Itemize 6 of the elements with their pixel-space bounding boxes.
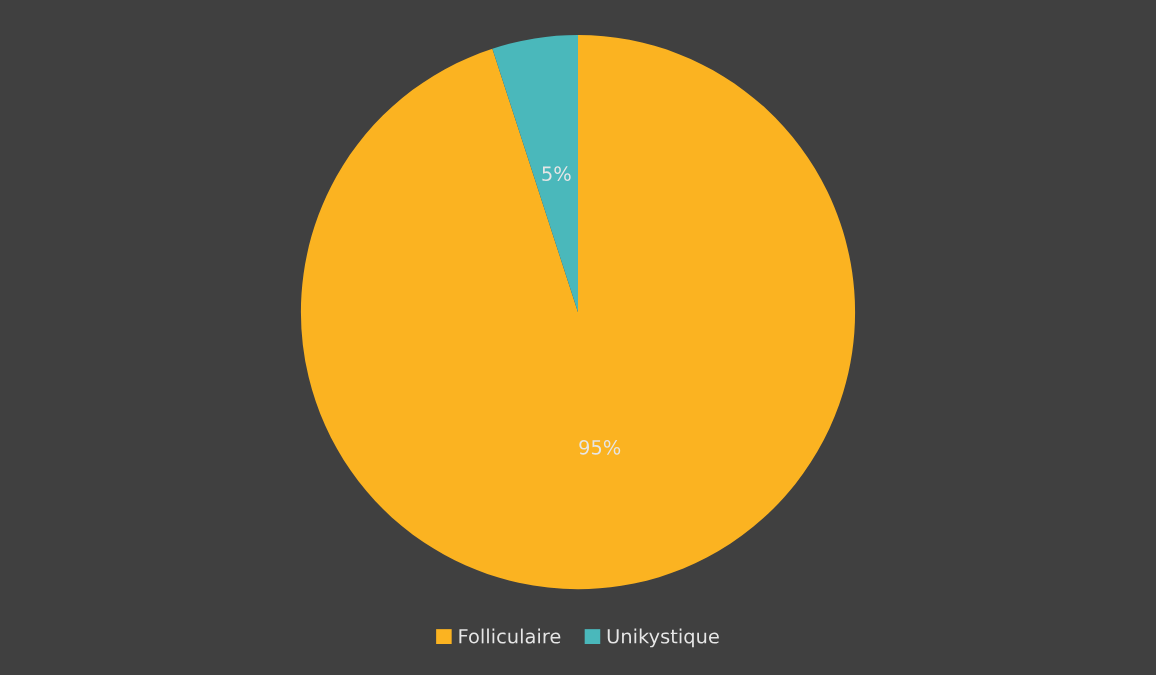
- legend-label: Unikystique: [607, 628, 719, 648]
- legend-label: Folliculaire: [459, 628, 561, 644]
- data-label: 5%: [542, 166, 571, 181]
- pie-slice: [492, 35, 578, 313]
- pie-slice: [300, 35, 856, 590]
- data-label: 95%: [579, 439, 621, 455]
